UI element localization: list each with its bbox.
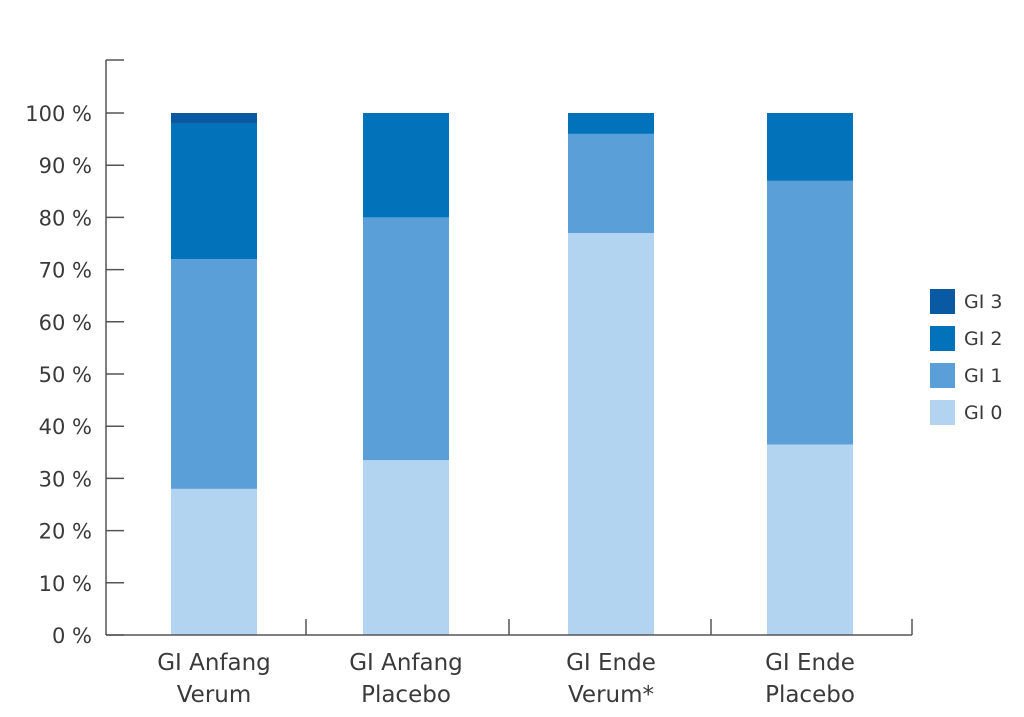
bar-segment-gi-1-cat-2 bbox=[363, 217, 449, 461]
legend-swatch-gi-2 bbox=[930, 326, 955, 351]
y-tick-label: 100 % bbox=[25, 102, 92, 126]
y-tick-label: 20 % bbox=[39, 520, 92, 544]
x-category-label: Verum bbox=[177, 682, 252, 708]
legend-label-gi-0: GI 0 bbox=[964, 402, 1002, 424]
y-tick-label: 40 % bbox=[39, 415, 92, 439]
bar-segment-gi-2-cat-4 bbox=[767, 113, 853, 181]
y-tick-label: 10 % bbox=[39, 572, 92, 596]
legend-swatch-gi-1 bbox=[930, 363, 955, 388]
bar-segment-gi-2-cat-2 bbox=[363, 113, 449, 218]
x-category-label: GI Ende bbox=[566, 650, 656, 676]
bar-segment-gi-3-cat-1 bbox=[171, 113, 257, 124]
legend: GI 3 GI 2 GI 1 GI 0 bbox=[930, 289, 1002, 425]
legend-swatch-gi-3 bbox=[930, 289, 955, 314]
legend-swatch-gi-0 bbox=[930, 400, 955, 425]
bar-segment-gi-2-cat-1 bbox=[171, 123, 257, 260]
x-category-label: Placebo bbox=[361, 682, 451, 708]
legend-label-gi-1: GI 1 bbox=[964, 365, 1002, 387]
x-category-label: GI Ende bbox=[765, 650, 855, 676]
bar-segment-gi-2-cat-3 bbox=[568, 113, 654, 134]
y-tick-label: 60 % bbox=[39, 311, 92, 335]
y-axis-ticks: 0 % 10 % 20 % 30 % 40 % 50 % 60 % 70 % 80 % 90 % 1… bbox=[25, 102, 124, 648]
y-tick-label: 70 % bbox=[39, 259, 92, 283]
legend-label-gi-2: GI 2 bbox=[964, 328, 1002, 350]
x-category-label: Placebo bbox=[765, 682, 855, 708]
bar-segment-gi-1-cat-4 bbox=[767, 180, 853, 445]
x-category-label: GI Anfang bbox=[157, 650, 271, 676]
bars-group bbox=[171, 113, 853, 635]
x-axis-labels: GI Anfang Verum GI Anfang Placebo GI Ende Ver… bbox=[157, 650, 855, 708]
y-tick-label: 90 % bbox=[39, 154, 92, 178]
bar-segment-gi-1-cat-3 bbox=[568, 133, 654, 234]
bar-segment-gi-1-cat-1 bbox=[171, 259, 257, 489]
x-category-label: Verum* bbox=[568, 682, 654, 708]
y-tick-label: 30 % bbox=[39, 467, 92, 491]
y-tick-label: 0 % bbox=[52, 624, 92, 648]
axes-group bbox=[105, 59, 913, 636]
bar-segment-gi-0-cat-4 bbox=[767, 444, 853, 635]
y-tick-label: 80 % bbox=[39, 206, 92, 230]
bar-segment-gi-0-cat-1 bbox=[171, 488, 257, 635]
legend-label-gi-3: GI 3 bbox=[964, 291, 1002, 313]
bar-segment-gi-0-cat-2 bbox=[363, 460, 449, 635]
y-tick-label: 50 % bbox=[39, 363, 92, 387]
bar-segment-gi-0-cat-3 bbox=[568, 233, 654, 635]
x-category-label: GI Anfang bbox=[349, 650, 463, 676]
